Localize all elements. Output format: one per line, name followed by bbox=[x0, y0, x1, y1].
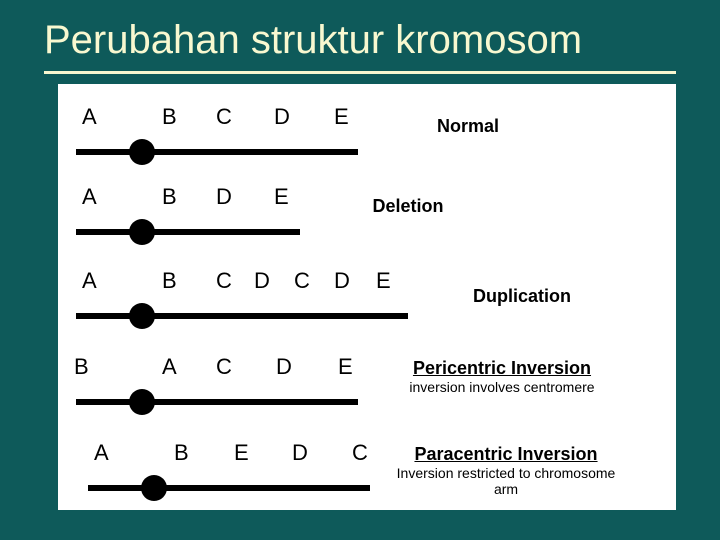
gene-label: E bbox=[376, 268, 391, 294]
gene-label: B bbox=[162, 184, 177, 210]
gene-label: D bbox=[276, 354, 292, 380]
mutation-label-normal: Normal bbox=[398, 116, 538, 137]
diagram-panel: ABCDENormalABDEDeletionABCDCDEDuplicatio… bbox=[58, 84, 676, 510]
chromosome-row-paracentric: ABEDCParacentric InversionInversion rest… bbox=[58, 468, 676, 508]
gene-label: C bbox=[294, 268, 310, 294]
chromosome-bar bbox=[76, 149, 358, 155]
gene-label: B bbox=[174, 440, 189, 466]
chromosome-row-deletion: ABDEDeletion bbox=[58, 212, 676, 252]
gene-label: A bbox=[82, 268, 97, 294]
gene-label: D bbox=[334, 268, 350, 294]
mutation-label-main: Pericentric Inversion bbox=[392, 358, 612, 379]
gene-label: D bbox=[274, 104, 290, 130]
gene-label: C bbox=[216, 354, 232, 380]
mutation-label-deletion: Deletion bbox=[338, 196, 478, 217]
centromere bbox=[129, 139, 155, 165]
chromosome-row-duplication: ABCDCDEDuplication bbox=[58, 296, 676, 336]
chromosome-row-normal: ABCDENormal bbox=[58, 132, 676, 172]
chromosome-bar bbox=[76, 229, 300, 235]
centromere bbox=[129, 389, 155, 415]
gene-label: D bbox=[292, 440, 308, 466]
gene-label: E bbox=[334, 104, 349, 130]
gene-label: E bbox=[234, 440, 249, 466]
gene-label: B bbox=[162, 104, 177, 130]
centromere bbox=[129, 303, 155, 329]
chromosome-bar bbox=[76, 313, 408, 319]
centromere bbox=[129, 219, 155, 245]
gene-label: B bbox=[162, 268, 177, 294]
chromosome-bar bbox=[88, 485, 370, 491]
gene-label: C bbox=[216, 104, 232, 130]
mutation-label-main: Paracentric Inversion bbox=[392, 444, 620, 465]
gene-label: A bbox=[162, 354, 177, 380]
gene-label: C bbox=[216, 268, 232, 294]
mutation-label-sub: inversion involves centromere bbox=[392, 379, 612, 395]
chromosome-row-pericentric: BACDEPericentric Inversioninversion invo… bbox=[58, 382, 676, 422]
gene-label: D bbox=[254, 268, 270, 294]
mutation-label-paracentric: Paracentric InversionInversion restricte… bbox=[392, 444, 620, 497]
gene-label: D bbox=[216, 184, 232, 210]
mutation-label-duplication: Duplication bbox=[442, 286, 602, 307]
centromere bbox=[141, 475, 167, 501]
gene-label: A bbox=[94, 440, 109, 466]
chromosome-bar bbox=[76, 399, 358, 405]
page-title: Perubahan struktur kromosom bbox=[0, 0, 720, 71]
mutation-label-pericentric: Pericentric Inversioninversion involves … bbox=[392, 358, 612, 395]
gene-label: E bbox=[274, 184, 289, 210]
gene-label: A bbox=[82, 184, 97, 210]
gene-label: C bbox=[352, 440, 368, 466]
gene-label: B bbox=[74, 354, 89, 380]
mutation-label-sub: Inversion restricted to chromosome arm bbox=[392, 465, 620, 497]
gene-label: E bbox=[338, 354, 353, 380]
title-underline bbox=[44, 71, 676, 74]
gene-label: A bbox=[82, 104, 97, 130]
